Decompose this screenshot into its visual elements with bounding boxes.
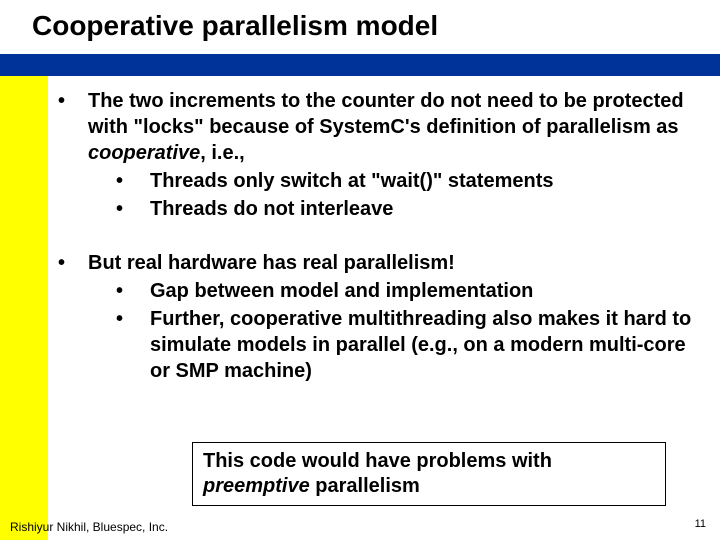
bullet-text: The two increments to the counter do not… [88,88,698,222]
sub-bullet: • Gap between model and implementation [116,278,698,304]
yellow-sidebar [0,70,48,540]
sub-text: Threads only switch at "wait()" statemen… [150,168,554,194]
sub-marker: • [116,168,150,194]
sub-text: Further, cooperative multithreading also… [150,306,698,384]
callout-box: This code would have problems with preem… [192,442,666,506]
bullet-marker: • [58,88,88,222]
bullet-text: But real hardware has real parallelism! … [88,250,698,384]
callout-pre: This code would have problems with [203,450,552,472]
b1-italic: cooperative [88,142,200,164]
footer-text: Rishiyur Nikhil, Bluespec, Inc. [10,520,168,534]
sub-text: Gap between model and implementation [150,278,533,304]
sub-marker: • [116,306,150,384]
slide-title: Cooperative parallelism model [32,10,720,42]
content-area: • The two increments to the counter do n… [58,88,698,412]
b1-pre: The two increments to the counter do not… [88,90,684,138]
sub-marker: • [116,196,150,222]
page-number: 11 [695,518,706,530]
callout-post: parallelism [310,475,420,497]
sub-text: Threads do not interleave [150,196,393,222]
bullet-2: • But real hardware has real parallelism… [58,250,698,384]
blue-band [0,54,720,76]
bullet-marker: • [58,250,88,384]
b2-pre: But real hardware has real parallelism! [88,252,455,274]
b1-post: , i.e., [200,142,244,164]
callout-italic: preemptive [203,475,310,497]
sub-bullet: • Threads only switch at "wait()" statem… [116,168,698,194]
sub-bullet: • Further, cooperative multithreading al… [116,306,698,384]
bullet-1: • The two increments to the counter do n… [58,88,698,222]
sub-bullet: • Threads do not interleave [116,196,698,222]
sub-marker: • [116,278,150,304]
